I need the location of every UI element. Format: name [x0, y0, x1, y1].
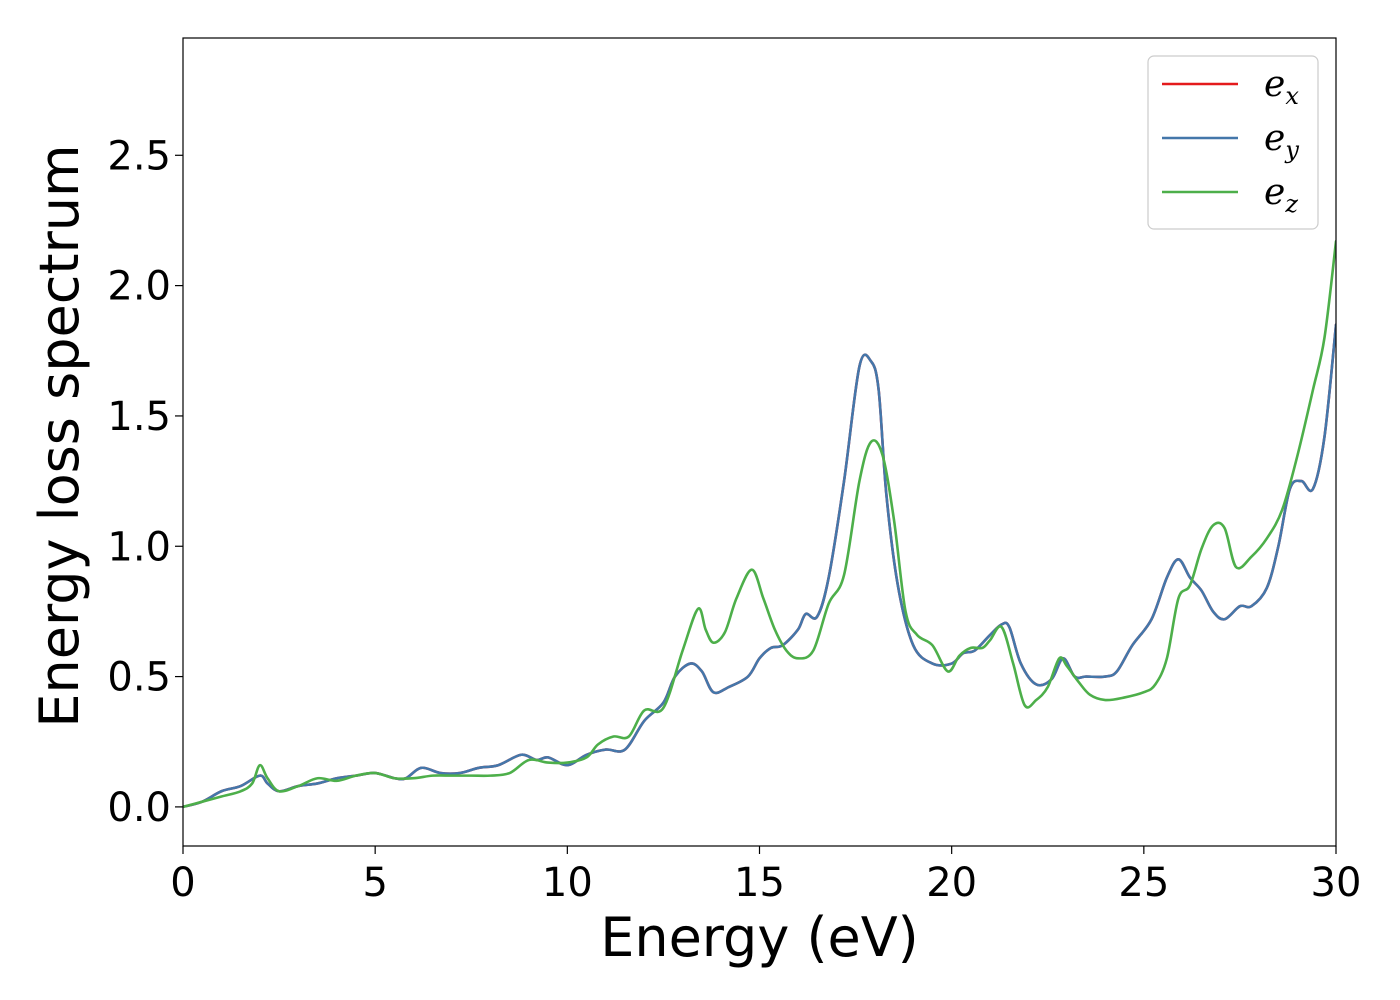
- x-tick-label: 10: [542, 860, 593, 906]
- y-tick-label: 2.5: [107, 133, 171, 179]
- x-tick-label: 15: [734, 860, 785, 906]
- series-layer: [183, 240, 1336, 809]
- y-tick-label: 1.5: [107, 394, 171, 440]
- series-line-y: [183, 323, 1336, 809]
- y-axis-title: Energy loss spectrum: [28, 144, 91, 727]
- legend: ex ey ez: [1147, 55, 1319, 230]
- y-tick-label: 2.0: [107, 264, 171, 310]
- x-tick-label: 0: [170, 860, 195, 906]
- x-tick-label: 5: [362, 860, 387, 906]
- legend-box: [1147, 55, 1319, 230]
- x-tick-label: 30: [1311, 860, 1362, 906]
- y-tick-label: 0.0: [107, 785, 171, 831]
- x-tick-label: 20: [926, 860, 977, 906]
- y-axis: 0.0 0.5 1.0 1.5 2.0 2.5: [107, 133, 183, 831]
- x-axis-title: Energy (eV): [600, 906, 919, 969]
- x-axis: 0 5 10 15 20 25 30: [170, 846, 1361, 906]
- x-tick-label: 25: [1118, 860, 1169, 906]
- y-tick-label: 0.5: [107, 655, 171, 701]
- legend-label-z: ez: [1264, 172, 1298, 218]
- y-tick-label: 1.0: [107, 524, 171, 570]
- legend-label-y: ey: [1264, 118, 1299, 164]
- legend-label-x: ex: [1264, 64, 1299, 110]
- series-line-z: [183, 240, 1336, 809]
